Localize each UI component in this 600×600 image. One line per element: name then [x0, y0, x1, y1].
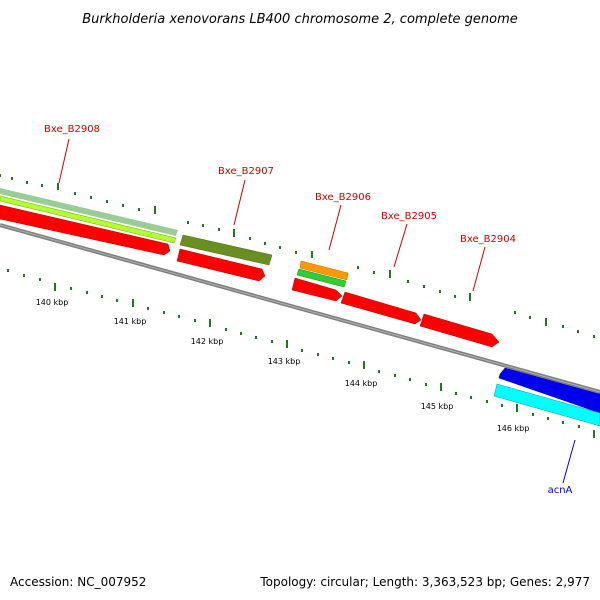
- leader-Bxe_B2907: [233, 179, 246, 226]
- gene-red-2907[interactable]: [176, 248, 266, 282]
- label-leaders: [58, 138, 576, 484]
- label-acnA[interactable]: acnA: [548, 485, 573, 496]
- feature-light-green[interactable]: [0, 195, 177, 244]
- label-Bxe_B2906[interactable]: Bxe_B2906: [315, 192, 371, 203]
- kbp-label-145: 145 kbp: [421, 402, 454, 411]
- feature-orange[interactable]: [299, 260, 349, 281]
- gene-Bxe_B2905[interactable]: [340, 291, 422, 325]
- label-Bxe_B2904[interactable]: Bxe_B2904: [460, 234, 516, 245]
- kbp-label-141: 141 kbp: [114, 317, 147, 326]
- kbp-label-144: 144 kbp: [345, 379, 378, 388]
- kbp-label-143: 143 kbp: [268, 357, 301, 366]
- label-Bxe_B2905[interactable]: Bxe_B2905: [381, 211, 437, 222]
- leader-Bxe_B2908: [58, 138, 70, 184]
- leader-Bxe_B2904: [472, 246, 486, 292]
- genome-summary-text: Topology: circular; Length: 3,363,523 bp…: [259, 575, 590, 589]
- kbp-label-140: 140 kbp: [36, 298, 69, 307]
- kbp-label-146: 146 kbp: [497, 424, 530, 433]
- outer-tick-track: [0, 174, 595, 338]
- feature-mid-green[interactable]: [296, 268, 347, 288]
- kbp-labels: 140 kbp 141 kbp 142 kbp 143 kbp 144 kbp …: [36, 298, 530, 433]
- gene-labels: Bxe_B2908 Bxe_B2907 Bxe_B2906 Bxe_B2905 …: [44, 124, 573, 496]
- inner-tick-track: [7, 269, 595, 438]
- leader-Bxe_B2905: [393, 223, 408, 268]
- gene-Bxe_B2904[interactable]: [419, 313, 500, 348]
- leader-Bxe_B2906: [328, 204, 342, 251]
- feature-pale-green[interactable]: [0, 188, 178, 236]
- kbp-label-142: 142 kbp: [191, 337, 224, 346]
- map-title: Burkholderia xenovorans LB400 chromosome…: [82, 12, 518, 27]
- label-Bxe_B2907[interactable]: Bxe_B2907: [218, 166, 274, 177]
- gene-Bxe_B2906[interactable]: [291, 277, 343, 302]
- feature-cyan[interactable]: [493, 383, 600, 427]
- gene-Bxe_B2907[interactable]: [179, 234, 273, 266]
- accession-text: Accession: NC_007952: [10, 575, 146, 589]
- label-Bxe_B2908[interactable]: Bxe_B2908: [44, 124, 100, 135]
- leader-acnA: [562, 439, 576, 484]
- gene-Bxe_B2908[interactable]: [0, 204, 171, 256]
